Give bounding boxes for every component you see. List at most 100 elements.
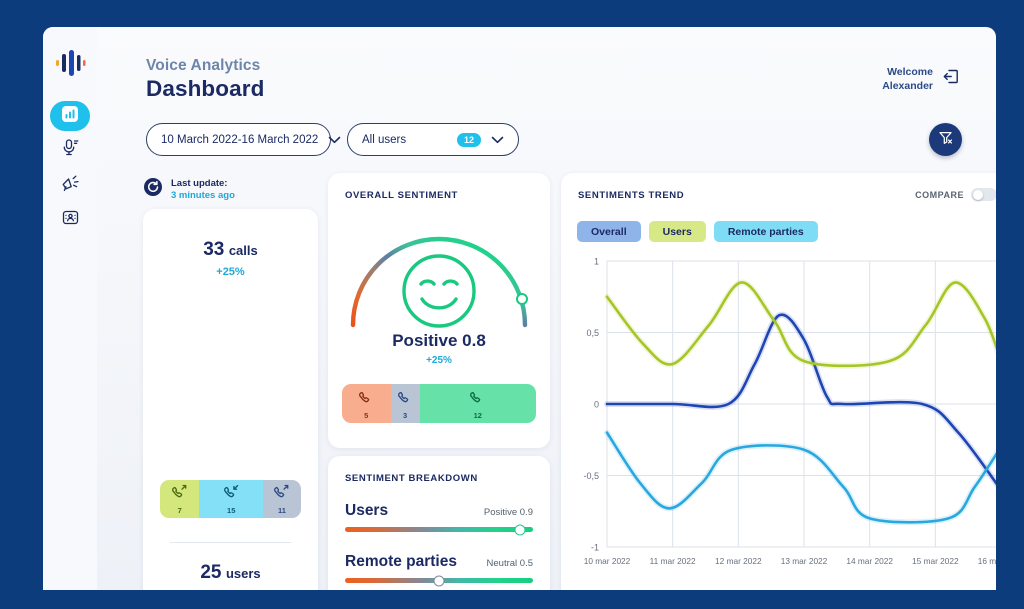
y-axis-tick-label: 0,5 bbox=[586, 328, 599, 338]
breakdown-slider-knob[interactable] bbox=[514, 524, 526, 535]
refresh-icon[interactable] bbox=[143, 177, 163, 202]
sentiments-trend-chart: 1 0,5 0 -0,5 -1 10 mar 2022 11 mar 2022 12 mar … bbox=[571, 253, 996, 588]
call-icon bbox=[397, 388, 414, 410]
breakdown-slider[interactable] bbox=[345, 524, 533, 535]
app-subtitle: Voice Analytics bbox=[146, 57, 261, 74]
segment-count: 3 bbox=[402, 410, 408, 420]
sentiments-trend-card: SENTIMENTS TREND COMPARE Overall Users Rem… bbox=[561, 173, 996, 590]
x-axis-tick-label: 11 mar 2022 bbox=[650, 556, 696, 566]
welcome-greeting: Welcome bbox=[887, 66, 933, 78]
chevron-down-icon bbox=[491, 131, 504, 149]
segment-missed[interactable]: 11 bbox=[262, 480, 301, 518]
breakdown-value: Positive 0.9 bbox=[483, 507, 533, 518]
segment-negative[interactable]: 5 bbox=[342, 384, 391, 423]
series-line-overall bbox=[605, 313, 996, 486]
filter-bar: 10 March 2022-16 March 2022 All users 12 bbox=[146, 123, 519, 156]
bar-chart-icon bbox=[61, 105, 79, 128]
x-axis-tick-label: 10 mar 2022 bbox=[584, 556, 631, 566]
users-count: 25 bbox=[200, 562, 222, 583]
segment-count: 15 bbox=[227, 506, 236, 515]
calls-count: 33 bbox=[203, 239, 225, 260]
segment-incoming[interactable]: 15 bbox=[199, 480, 263, 518]
compare-toggle[interactable] bbox=[971, 188, 996, 201]
overall-sentiment-title: OVERALL SENTIMENT bbox=[345, 190, 458, 201]
sentiment-gauge bbox=[343, 213, 535, 336]
clear-filter-button[interactable] bbox=[929, 123, 962, 156]
segment-count: 7 bbox=[177, 506, 182, 515]
sentiment-delta: +25% bbox=[426, 355, 452, 366]
welcome-box: Welcome Alexander bbox=[882, 65, 961, 93]
y-axis-tick-label: 1 bbox=[594, 257, 599, 267]
calls-segment-bar: 7 15 11 bbox=[160, 480, 301, 518]
megaphone-icon bbox=[60, 174, 80, 198]
segment-count: 11 bbox=[278, 506, 286, 515]
compare-toggle-knob bbox=[972, 189, 983, 200]
compare-toggle-wrap: COMPARE bbox=[915, 188, 996, 201]
sentiment-breakdown-title: SENTIMENT BREAKDOWN bbox=[345, 473, 478, 484]
sentiment-value-label: Positive 0.8 bbox=[392, 331, 486, 350]
date-range-value: 10 March 2022-16 March 2022 bbox=[161, 133, 319, 146]
microphone-icon bbox=[61, 138, 80, 162]
sidebar-item-analytics[interactable] bbox=[50, 101, 90, 131]
series-glow-overall bbox=[604, 311, 996, 489]
y-axis-tick-label: 0 bbox=[594, 400, 599, 410]
segment-outgoing[interactable]: 7 bbox=[160, 480, 200, 518]
segment-count: 12 bbox=[473, 410, 482, 420]
page-title: Dashboard bbox=[146, 76, 265, 101]
page-header: Voice Analytics Dashboard bbox=[146, 57, 264, 102]
segment-neutral[interactable]: 3 bbox=[390, 384, 420, 423]
last-update-value: 3 minutes ago bbox=[171, 189, 235, 201]
breakdown-name: Remote parties bbox=[345, 553, 457, 570]
device-frame: Voice Analytics Dashboard Welcome Alexan… bbox=[8, 4, 1016, 605]
call-outgoing-icon bbox=[171, 483, 188, 505]
breakdown-row-users: Users Positive 0.9 bbox=[345, 502, 533, 535]
segment-positive[interactable]: 12 bbox=[419, 384, 536, 423]
breakdown-slider-knob[interactable] bbox=[433, 575, 445, 586]
sentiment-segment-bar: 5 3 12 bbox=[342, 384, 536, 423]
call-icon bbox=[358, 388, 375, 410]
welcome-text: Welcome Alexander bbox=[882, 65, 933, 93]
calls-summary: 33 calls +25% bbox=[143, 239, 318, 278]
app-canvas: Voice Analytics Dashboard Welcome Alexan… bbox=[43, 27, 996, 590]
legend-chip-users[interactable]: Users bbox=[648, 221, 706, 242]
sentiments-trend-title: SENTIMENTS TREND bbox=[578, 190, 685, 201]
smiley-happy-icon bbox=[402, 254, 476, 328]
users-unit: users bbox=[225, 566, 261, 581]
breakdown-name: Users bbox=[345, 502, 389, 519]
series-line-users bbox=[605, 281, 996, 368]
legend-chip-remote-parties[interactable]: Remote parties bbox=[713, 221, 818, 242]
sidebar bbox=[43, 27, 97, 590]
user-filter-select[interactable]: All users 12 bbox=[347, 123, 519, 156]
x-axis-tick-label: 16 mar 2022 bbox=[978, 556, 996, 566]
overall-sentiment-card: OVERALL SENTIMENT bbox=[328, 173, 550, 448]
date-range-select[interactable]: 10 March 2022-16 March 2022 bbox=[146, 123, 341, 156]
x-axis-tick-label: 13 mar 2022 bbox=[781, 556, 828, 566]
last-update-label: Last update: bbox=[171, 177, 228, 189]
legend-chip-overall[interactable]: Overall bbox=[577, 221, 641, 242]
breakdown-value: Neutral 0.5 bbox=[486, 558, 533, 569]
segment-count: 5 bbox=[364, 410, 369, 420]
compare-label: COMPARE bbox=[915, 189, 964, 200]
chevron-down-icon bbox=[328, 131, 341, 149]
call-incoming-icon bbox=[223, 483, 240, 505]
sidebar-item-alerts[interactable] bbox=[50, 171, 90, 201]
logout-icon[interactable] bbox=[942, 67, 961, 91]
x-axis-tick-label: 14 mar 2022 bbox=[846, 556, 893, 566]
breakdown-slider[interactable] bbox=[345, 575, 533, 586]
x-axis-tick-label: 15 mar 2022 bbox=[912, 556, 959, 566]
y-axis-tick-label: -1 bbox=[591, 543, 599, 553]
series-glow-users bbox=[604, 279, 996, 369]
welcome-username: Alexander bbox=[882, 80, 933, 93]
kpi-divider bbox=[170, 542, 291, 543]
sidebar-item-contacts[interactable] bbox=[50, 205, 90, 235]
user-count-badge: 12 bbox=[456, 132, 481, 147]
breakdown-row-remote-parties: Remote parties Neutral 0.5 bbox=[345, 553, 533, 586]
call-icon bbox=[469, 388, 486, 410]
chart-legend: Overall Users Remote parties bbox=[577, 221, 818, 242]
last-update: Last update: 3 minutes ago bbox=[143, 177, 235, 202]
voice-analytics-logo bbox=[54, 49, 86, 77]
sentiment-breakdown-card: SENTIMENT BREAKDOWN Users Positive 0.9 R… bbox=[328, 456, 550, 590]
sidebar-item-recordings[interactable] bbox=[50, 135, 90, 165]
call-missed-icon bbox=[273, 483, 290, 505]
